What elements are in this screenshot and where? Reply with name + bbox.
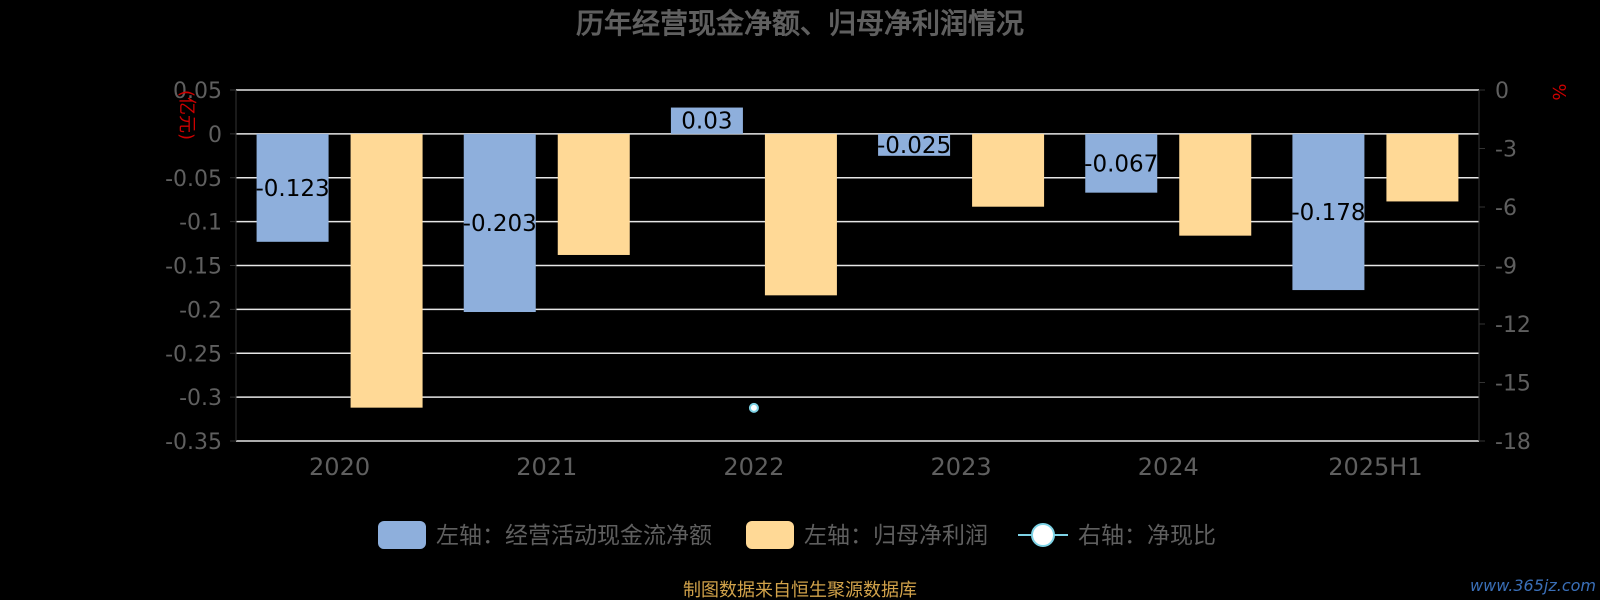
right-tick-label: -12 bbox=[1495, 313, 1531, 338]
bar-net-profit bbox=[557, 133, 630, 255]
left-tick-label: 0.05 bbox=[173, 79, 222, 104]
bar-value-label: -0.025 bbox=[877, 133, 951, 159]
right-tick-label: 0 bbox=[1495, 79, 1509, 104]
bar-net-profit bbox=[350, 133, 423, 408]
legend-swatch-cashflow bbox=[378, 521, 426, 549]
right-tick-label: -15 bbox=[1495, 372, 1531, 397]
right-axis-unit: % bbox=[1548, 83, 1569, 100]
bar-value-label: -0.123 bbox=[256, 176, 330, 202]
legend-swatch-net-profit bbox=[746, 521, 794, 549]
bar-value-label: -0.178 bbox=[1291, 200, 1365, 226]
legend-marker-net-cash-ratio bbox=[1031, 523, 1055, 547]
left-tick-label: -0.1 bbox=[179, 211, 222, 236]
bar-cashflow bbox=[256, 133, 329, 242]
bar-net-profit bbox=[764, 133, 837, 296]
watermark: www.365jz.com bbox=[1470, 576, 1596, 595]
bar-cashflow bbox=[1085, 133, 1158, 193]
bar-net-profit bbox=[1179, 133, 1252, 236]
left-tick-label: -0.15 bbox=[165, 255, 222, 280]
x-tick-label: 2025H1 bbox=[1328, 453, 1422, 481]
legend-label-cashflow: 左轴：经营活动现金流净额 bbox=[436, 523, 712, 549]
x-tick-label: 2021 bbox=[516, 453, 577, 481]
x-tick-label: 2022 bbox=[723, 453, 784, 481]
left-tick-label: -0.25 bbox=[165, 342, 222, 367]
left-tick-label: -0.35 bbox=[165, 430, 222, 455]
x-tick-label: 2023 bbox=[931, 453, 992, 481]
bar-value-label: 0.03 bbox=[681, 109, 732, 135]
bar-net-profit bbox=[1386, 133, 1459, 202]
left-tick-label: 0 bbox=[208, 123, 222, 148]
left-axis-unit: (亿元) bbox=[176, 90, 197, 140]
source-note: 制图数据来自恒生聚源数据库 bbox=[683, 580, 917, 600]
right-tick-label: -18 bbox=[1495, 430, 1531, 455]
bar-cashflow bbox=[1292, 133, 1365, 291]
x-tick-label: 2024 bbox=[1138, 453, 1199, 481]
bar-net-profit bbox=[972, 133, 1045, 207]
bar-value-label: -0.067 bbox=[1084, 151, 1158, 177]
bar-cashflow bbox=[878, 133, 951, 156]
left-tick-label: -0.2 bbox=[179, 298, 222, 323]
line-point-net-cash-ratio bbox=[748, 402, 759, 413]
x-tick-label: 2020 bbox=[309, 453, 370, 481]
legend-label-net-cash-ratio: 右轴：净现比 bbox=[1078, 523, 1216, 549]
bar-value-label: -0.203 bbox=[463, 211, 537, 237]
right-tick-label: -9 bbox=[1495, 255, 1517, 280]
bar-cashflow bbox=[463, 133, 536, 313]
chart-title: 历年经营现金净额、归母净利润情况 bbox=[576, 7, 1024, 40]
legend-label-net-profit: 左轴：归母净利润 bbox=[804, 523, 988, 549]
bar-cashflow bbox=[670, 107, 743, 134]
left-tick-label: -0.05 bbox=[165, 167, 222, 192]
left-tick-label: -0.3 bbox=[179, 386, 222, 411]
right-tick-label: -3 bbox=[1495, 138, 1517, 163]
right-tick-label: -6 bbox=[1495, 196, 1517, 221]
